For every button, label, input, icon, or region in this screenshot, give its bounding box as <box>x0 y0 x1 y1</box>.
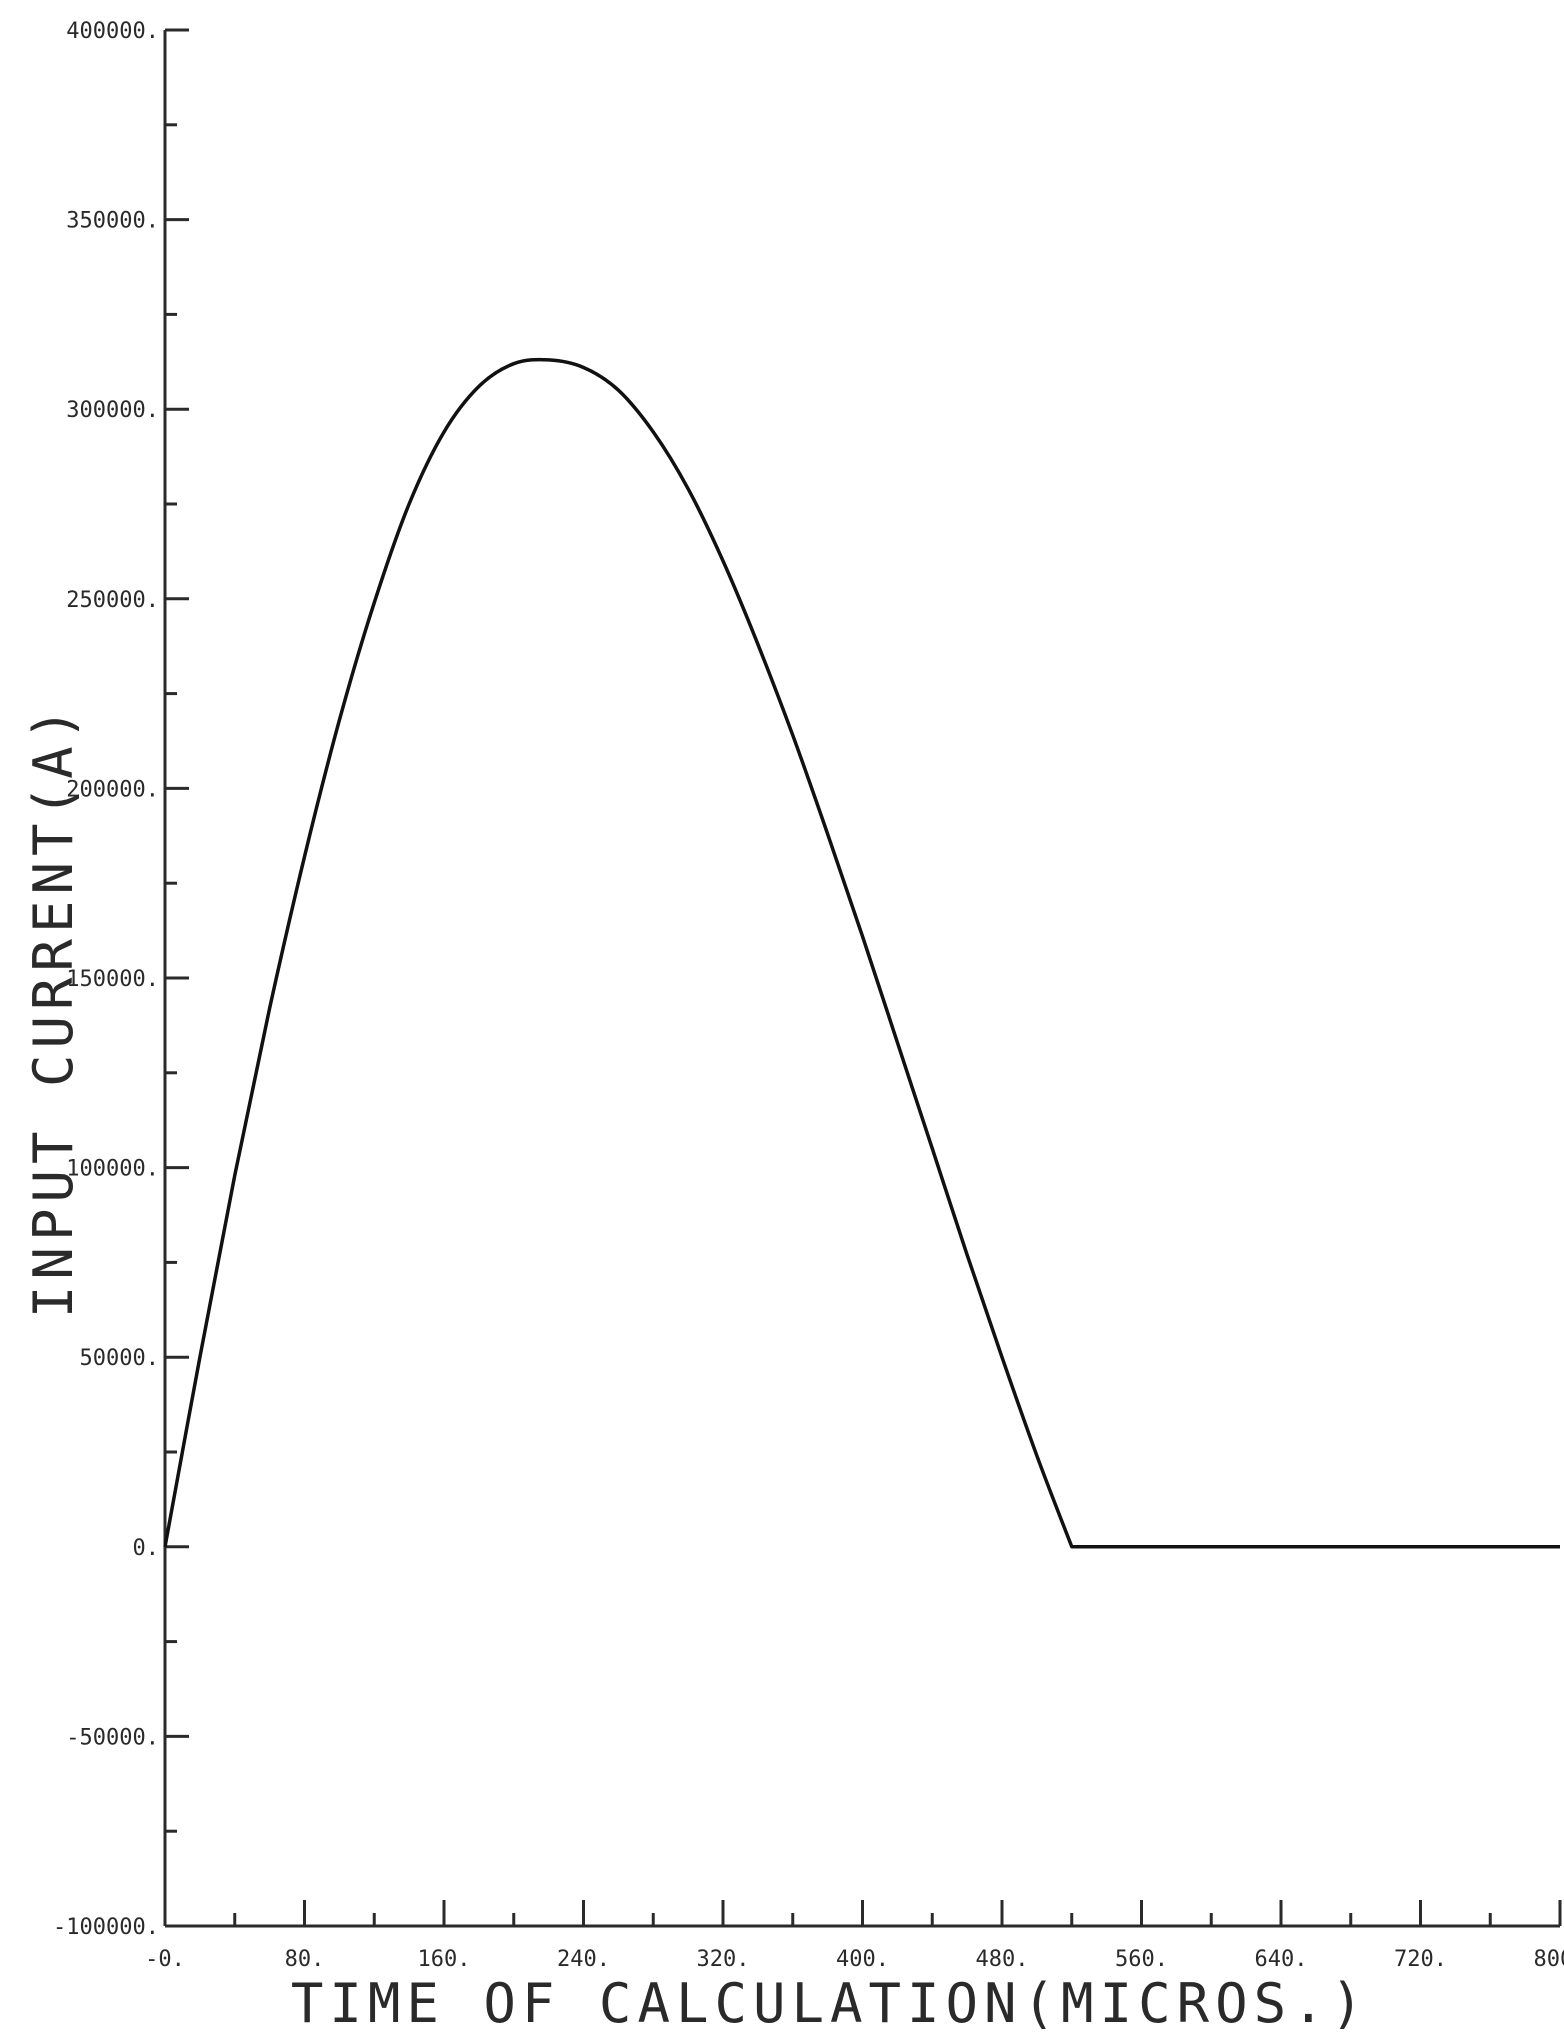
y-axis-ticks: -100000. -50000. 0. 50000. 100000. 150000. 200… <box>53 19 189 1940</box>
x-tick-label: 240. <box>557 1947 610 1972</box>
x-axis-title: TIME OF CALCULATION(MICROS.) <box>291 1972 1369 2035</box>
y-tick-label: 150000. <box>66 967 159 992</box>
x-tick-label: 400. <box>836 1947 889 1972</box>
y-tick-label: 300000. <box>66 398 159 423</box>
y-tick-label: 350000. <box>66 209 159 234</box>
y-tick-label: -100000. <box>53 1915 159 1940</box>
y-tick-label: 50000. <box>80 1346 159 1371</box>
series-line <box>163 357 1560 1549</box>
y-tick-label: 400000. <box>66 19 159 44</box>
x-axis-ticks: -0. 80. 160. 240. 320. 400. 480. 560. 640. 720. 80… <box>145 1900 1564 1972</box>
y-tick-label: 0. <box>133 1536 160 1561</box>
x-tick-label: 80. <box>285 1947 325 1972</box>
y-tick-label: 200000. <box>66 777 159 802</box>
x-tick-label: 720. <box>1394 1947 1447 1972</box>
y-tick-label: 100000. <box>66 1157 159 1182</box>
x-tick-label: 160. <box>418 1947 471 1972</box>
x-tick-label: -0. <box>145 1947 185 1972</box>
x-tick-label: 560. <box>1115 1947 1168 1972</box>
x-tick-label: 480. <box>976 1947 1029 1972</box>
x-tick-label: 640. <box>1255 1947 1308 1972</box>
x-tick-label: 800. <box>1534 1947 1564 1972</box>
y-tick-label: -50000. <box>66 1725 159 1750</box>
x-tick-label: 320. <box>697 1947 750 1972</box>
y-tick-label: 250000. <box>66 588 159 613</box>
y-axis-title: INPUT CURRENT(A) <box>22 702 85 1318</box>
